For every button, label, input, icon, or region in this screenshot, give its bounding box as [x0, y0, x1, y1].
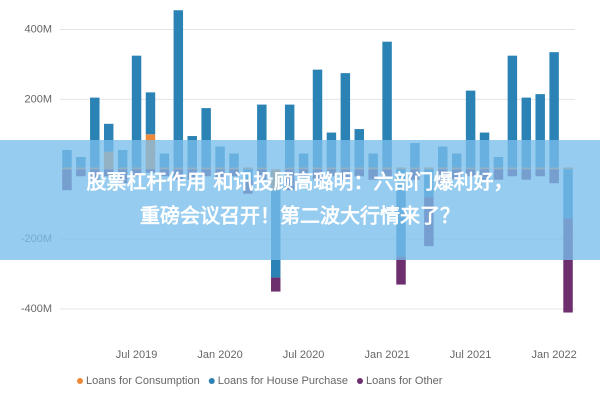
bar-segment — [312, 69, 323, 168]
y-tick-label: -400M — [21, 303, 52, 315]
y-tick-label: 400M — [24, 23, 52, 35]
bar-segment — [103, 123, 114, 152]
bar-segment — [90, 97, 100, 168]
x-tick-label: Jan 2021 — [364, 349, 409, 361]
banner-line: 重磅会议召开！第二波大行情来了？ — [140, 204, 460, 228]
x-tick-label: Jan 2020 — [197, 349, 242, 361]
x-tick-label: Jul 2021 — [450, 349, 492, 361]
x-tick-label: Jul 2019 — [116, 349, 158, 361]
bar-segment — [396, 256, 406, 285]
bar-segment — [145, 92, 156, 135]
banner-line: 股票杠杆作用 和讯投顾高璐明：六部门爆利好， — [87, 170, 514, 194]
legend-label: Loans for House Purchase — [218, 375, 348, 387]
banner — [0, 140, 600, 260]
bar-segment — [257, 104, 267, 168]
legend-marker — [77, 378, 83, 384]
bar-segment — [549, 52, 559, 168]
legend-marker — [208, 378, 215, 384]
bar-segment — [340, 73, 351, 168]
legend-label: Loans for Other — [366, 375, 443, 387]
bar-segment — [131, 55, 142, 168]
bar-segment — [271, 277, 281, 292]
bar-segment — [173, 10, 184, 168]
bar-segment — [507, 55, 518, 168]
bar-segment — [284, 104, 295, 168]
legend-marker — [356, 378, 363, 384]
bar-segment — [201, 108, 211, 168]
y-tick-label: 200M — [24, 93, 52, 105]
x-tick-label: Jan 2022 — [531, 349, 576, 361]
bar-segment — [465, 90, 476, 168]
bar-segment — [535, 94, 545, 168]
legend-label: Loans for Consumption — [86, 375, 200, 387]
x-tick-label: Jul 2020 — [283, 349, 325, 361]
bar-segment — [563, 218, 573, 313]
bar-segment — [382, 41, 392, 168]
bar-segment — [521, 97, 532, 168]
